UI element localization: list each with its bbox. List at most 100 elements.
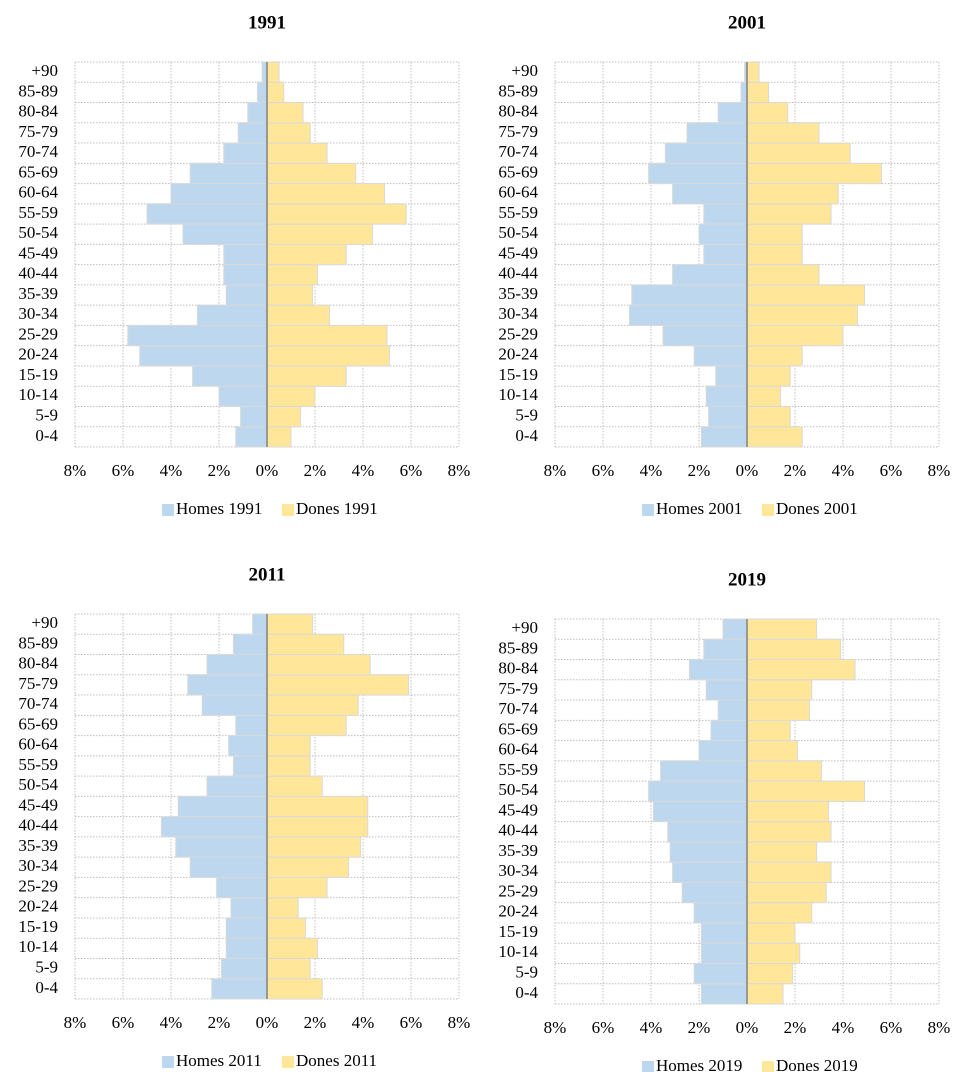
x-tick-label: 6% <box>112 1013 135 1032</box>
y-tick-label: 30-34 <box>498 304 538 323</box>
legend-swatch <box>282 504 294 516</box>
bar <box>228 735 268 757</box>
bar <box>700 922 748 944</box>
y-tick-label: 25-29 <box>498 881 538 900</box>
x-tick-label: 0% <box>256 1013 279 1032</box>
bar <box>648 162 748 185</box>
bar <box>266 755 311 777</box>
x-tick-label: 8% <box>544 1018 567 1037</box>
bar <box>746 740 798 762</box>
y-tick-label: 20-24 <box>18 897 58 916</box>
y-tick-label: 5-9 <box>35 958 58 977</box>
bar <box>266 142 328 164</box>
legend-swatch <box>762 504 774 516</box>
bar <box>746 821 832 843</box>
y-tick-label: +90 <box>31 613 58 632</box>
y-tick-label: 75-79 <box>18 674 58 693</box>
bar <box>746 800 830 823</box>
x-tick-label: 6% <box>400 461 423 480</box>
y-tick-label: 0-4 <box>35 426 58 445</box>
bar <box>746 983 784 1005</box>
y-tick-label: 60-64 <box>18 183 58 202</box>
bar <box>266 937 318 959</box>
bar <box>746 638 842 661</box>
y-tick-label: 25-29 <box>498 324 538 343</box>
bar <box>266 654 371 676</box>
bar <box>703 203 748 225</box>
x-tick-label: 0% <box>736 461 759 480</box>
bar <box>146 203 268 225</box>
x-tick-label: 4% <box>352 1013 375 1032</box>
bar <box>698 223 748 245</box>
bar <box>746 81 770 104</box>
bar <box>746 243 803 266</box>
bar <box>746 679 813 701</box>
chart-title: 2001 <box>728 12 766 33</box>
y-tick-label: 35-39 <box>18 284 58 303</box>
bar <box>225 917 268 939</box>
bar <box>175 836 268 858</box>
bar <box>698 740 748 762</box>
y-tick-label: 80-84 <box>18 654 58 673</box>
bar <box>206 775 268 797</box>
bar <box>631 284 748 306</box>
chart-title: 2011 <box>249 564 286 585</box>
chart: 1991 8% 6% 4% 2% 0% 2% 4% 6% 8% 0-45-9 10-1415-1920… <box>18 12 470 518</box>
bar <box>235 714 268 737</box>
x-tick-label: 8% <box>928 1018 951 1037</box>
bar <box>266 264 318 286</box>
x-tick-label: 8% <box>448 461 471 480</box>
y-tick-label: 15-19 <box>498 365 538 384</box>
x-tick-label: 6% <box>112 461 135 480</box>
bar <box>247 102 268 124</box>
y-tick-label: 60-64 <box>498 183 538 202</box>
bar <box>266 917 306 939</box>
bar <box>662 324 748 347</box>
x-tick-label: 6% <box>592 461 615 480</box>
legend-label: Dones 2001 <box>776 499 858 518</box>
bar <box>127 324 268 347</box>
bar <box>746 102 789 124</box>
bar <box>266 122 311 144</box>
y-tick-label: 15-19 <box>18 917 58 936</box>
bar <box>266 223 374 245</box>
y-tick-label: 0-4 <box>35 978 58 997</box>
x-tick-label: 2% <box>304 461 327 480</box>
bar <box>266 633 345 656</box>
bar <box>746 324 844 347</box>
bar <box>170 183 268 205</box>
y-tick-label: 10-14 <box>498 942 538 961</box>
y-tick-label: +90 <box>511 61 538 80</box>
bar <box>196 304 268 326</box>
bar <box>266 345 390 367</box>
x-tick-label: 4% <box>832 461 855 480</box>
chart-title: 2019 <box>728 569 766 590</box>
legend-swatch <box>762 1061 774 1072</box>
x-tick-label: 2% <box>208 1013 231 1032</box>
y-tick-label: 85-89 <box>18 81 58 100</box>
bar <box>232 633 268 656</box>
bar <box>648 780 748 802</box>
y-tick-label: 35-39 <box>498 841 538 860</box>
bar <box>746 760 822 782</box>
y-tick-label: 20-24 <box>498 902 538 921</box>
y-tick-label: 60-64 <box>498 740 538 759</box>
y-tick-label: 25-29 <box>18 324 58 343</box>
bar <box>266 203 407 225</box>
y-tick-label: 5-9 <box>515 963 538 982</box>
bar <box>746 365 791 387</box>
bar <box>688 659 748 681</box>
bar <box>266 243 347 266</box>
bar <box>746 618 818 640</box>
x-tick-label: 2% <box>784 461 807 480</box>
bar <box>746 385 782 407</box>
y-tick-label: 55-59 <box>18 755 58 774</box>
y-tick-label: 50-54 <box>18 223 58 242</box>
y-tick-label: 45-49 <box>498 243 538 262</box>
bar <box>266 385 316 407</box>
bar <box>266 405 302 428</box>
y-tick-label: 35-39 <box>18 836 58 855</box>
y-tick-label: 45-49 <box>18 795 58 814</box>
bar <box>223 264 268 286</box>
